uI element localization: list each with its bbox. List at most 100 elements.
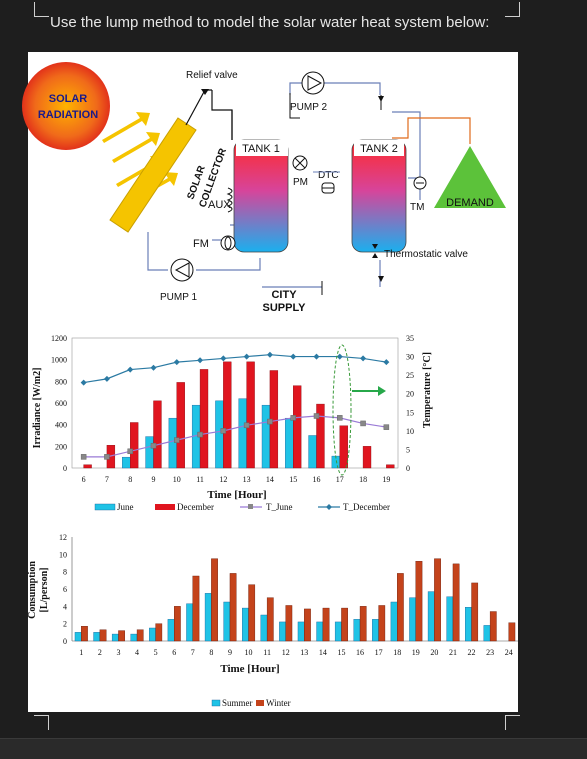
pm-cross [294, 157, 306, 169]
flow-arrow-city [378, 276, 384, 282]
chart1-y2tick-label: 35 [406, 334, 414, 343]
pump-1-triangle [174, 262, 190, 278]
chart2-bar-winter [489, 611, 497, 642]
chart1-point-t-december [173, 359, 180, 366]
chart2-ylabel-2: [L/person] [39, 568, 50, 613]
chart2-bar-summer [74, 632, 82, 642]
chart1-ytick-label: 200 [55, 442, 67, 451]
chart2-ytick-label: 6 [63, 585, 67, 594]
chart1-line-t-december [83, 354, 387, 384]
corner-bottom-left [34, 715, 49, 730]
chart2-bar-summer [204, 593, 212, 642]
chart2-xlabel: Time [Hour] [220, 663, 279, 675]
chart2-ytick-label: 0 [63, 637, 67, 646]
city-supply-label-2: SUPPLY [262, 302, 306, 314]
chart2-xtick-label: 14 [319, 648, 327, 657]
chart2-bar-winter [99, 629, 107, 642]
chart1-xtick-label: 16 [313, 475, 321, 484]
corner-bottom-right [505, 715, 520, 730]
chart2-bar-summer [483, 625, 491, 642]
chart1-xtick-label: 17 [336, 475, 344, 484]
chart1-bar-june [122, 456, 131, 469]
chart1-point-t-june [360, 420, 366, 427]
chart1-point-t-december [197, 357, 204, 364]
legend-summer: Summer [222, 698, 253, 708]
legend-december-swatch [155, 504, 175, 510]
chart2-xtick-label: 12 [282, 648, 290, 657]
chart1-point-t-june [243, 422, 250, 429]
chart2-bar-winter [211, 558, 218, 642]
hot-pipe-to-demand [392, 117, 471, 144]
pump-2-label: PUMP 2 [290, 102, 327, 113]
chart1-ylabel: Irradiance [W/m2] [32, 368, 43, 449]
chart2-bar-summer [260, 614, 268, 642]
chart1-line-t-june [83, 415, 387, 458]
legend-june: June [117, 502, 134, 512]
chart2-bar-winter [471, 582, 479, 642]
chart2-bar-summer [427, 591, 435, 642]
chart2-bar-winter [378, 605, 386, 642]
chart2-xtick-label: 13 [300, 648, 308, 657]
chart1-bar-december [153, 400, 162, 469]
chart2-bar-summer [242, 607, 249, 642]
flow-arrow-tank2 [378, 96, 384, 102]
chart1-y2tick-label: 25 [406, 371, 414, 380]
chart2-xtick-label: 8 [209, 648, 213, 657]
chart1-point-t-december [80, 379, 87, 386]
fm-icon [220, 235, 236, 251]
aux-label: AUX [208, 199, 231, 211]
chart2-bar-summer [390, 601, 398, 642]
corner-top-right [505, 2, 520, 17]
chart1-bar-december [316, 403, 325, 469]
chart1-y2label: Temperature [°C] [422, 352, 433, 428]
chart2-xtick-label: 11 [263, 648, 271, 657]
chart1-bar-december [130, 422, 139, 469]
chart1-xtick-label: 12 [219, 475, 227, 484]
tank-2 [351, 139, 407, 253]
chart1-bar-december [386, 464, 395, 469]
chart1-y2tick-label: 15 [406, 408, 414, 417]
fm-icon-inner [224, 236, 232, 250]
chart1-point-t-december [290, 353, 297, 360]
chart1-ytick-label: 800 [55, 377, 67, 386]
chart2-bar-winter [452, 563, 460, 642]
chart2-bar-summer [111, 633, 119, 642]
chart2-bar-winter [304, 608, 311, 642]
chart2-xtick-label: 2 [98, 648, 102, 657]
chart1-y2tick-label: 0 [406, 464, 410, 473]
chart2-bar-summer [409, 597, 416, 642]
chart2-xtick-label: 9 [228, 648, 232, 657]
question-text: Use the lump method to model the solar w… [50, 14, 490, 31]
chart2-bar-summer [446, 596, 454, 642]
chart1-bar-december [246, 361, 255, 469]
chart1-y2tick-label: 30 [406, 353, 414, 362]
chart2-xtick-label: 20 [430, 648, 438, 657]
demand-label: DEMAND [446, 197, 494, 209]
chart1-point-t-december [220, 355, 227, 362]
chart2-bar-winter [359, 606, 367, 642]
legend-t-december: T_December [343, 502, 390, 512]
chart2-bar-summer [353, 619, 361, 642]
chart1-point-t-june [197, 431, 203, 438]
corner-top-left [34, 2, 49, 17]
chart1-bar-june [168, 417, 177, 469]
chart1-ytick-label: 600 [55, 399, 67, 408]
legend-summer-swatch [211, 699, 221, 707]
chart1-point-t-june [267, 418, 273, 425]
chart1-bar-december [83, 464, 92, 469]
chart2-bar-summer [279, 621, 286, 642]
chart1-bar-june [308, 435, 317, 469]
city-supply-label-1: CITY [271, 289, 297, 301]
relief-valve-label: Relief valve [186, 70, 238, 81]
chart1-xtick-label: 8 [128, 475, 132, 484]
chart2-bar-winter [508, 622, 516, 642]
solar-collector [109, 117, 197, 233]
solar-system-diagram: SOLAR RADIATION SOLAR COLLECTOR [22, 62, 506, 314]
irradiance-temperature-chart: Irradiance [W/m2] Temperature [°C] Time … [32, 334, 433, 512]
chart1-xtick-label: 10 [173, 475, 181, 484]
legend-winter-swatch [256, 700, 264, 706]
chart1-point-t-june [80, 454, 87, 460]
tank-2-label-bg [354, 140, 404, 156]
dtc-label: DTC [318, 170, 339, 181]
chart2-xtick-label: 19 [412, 648, 420, 657]
